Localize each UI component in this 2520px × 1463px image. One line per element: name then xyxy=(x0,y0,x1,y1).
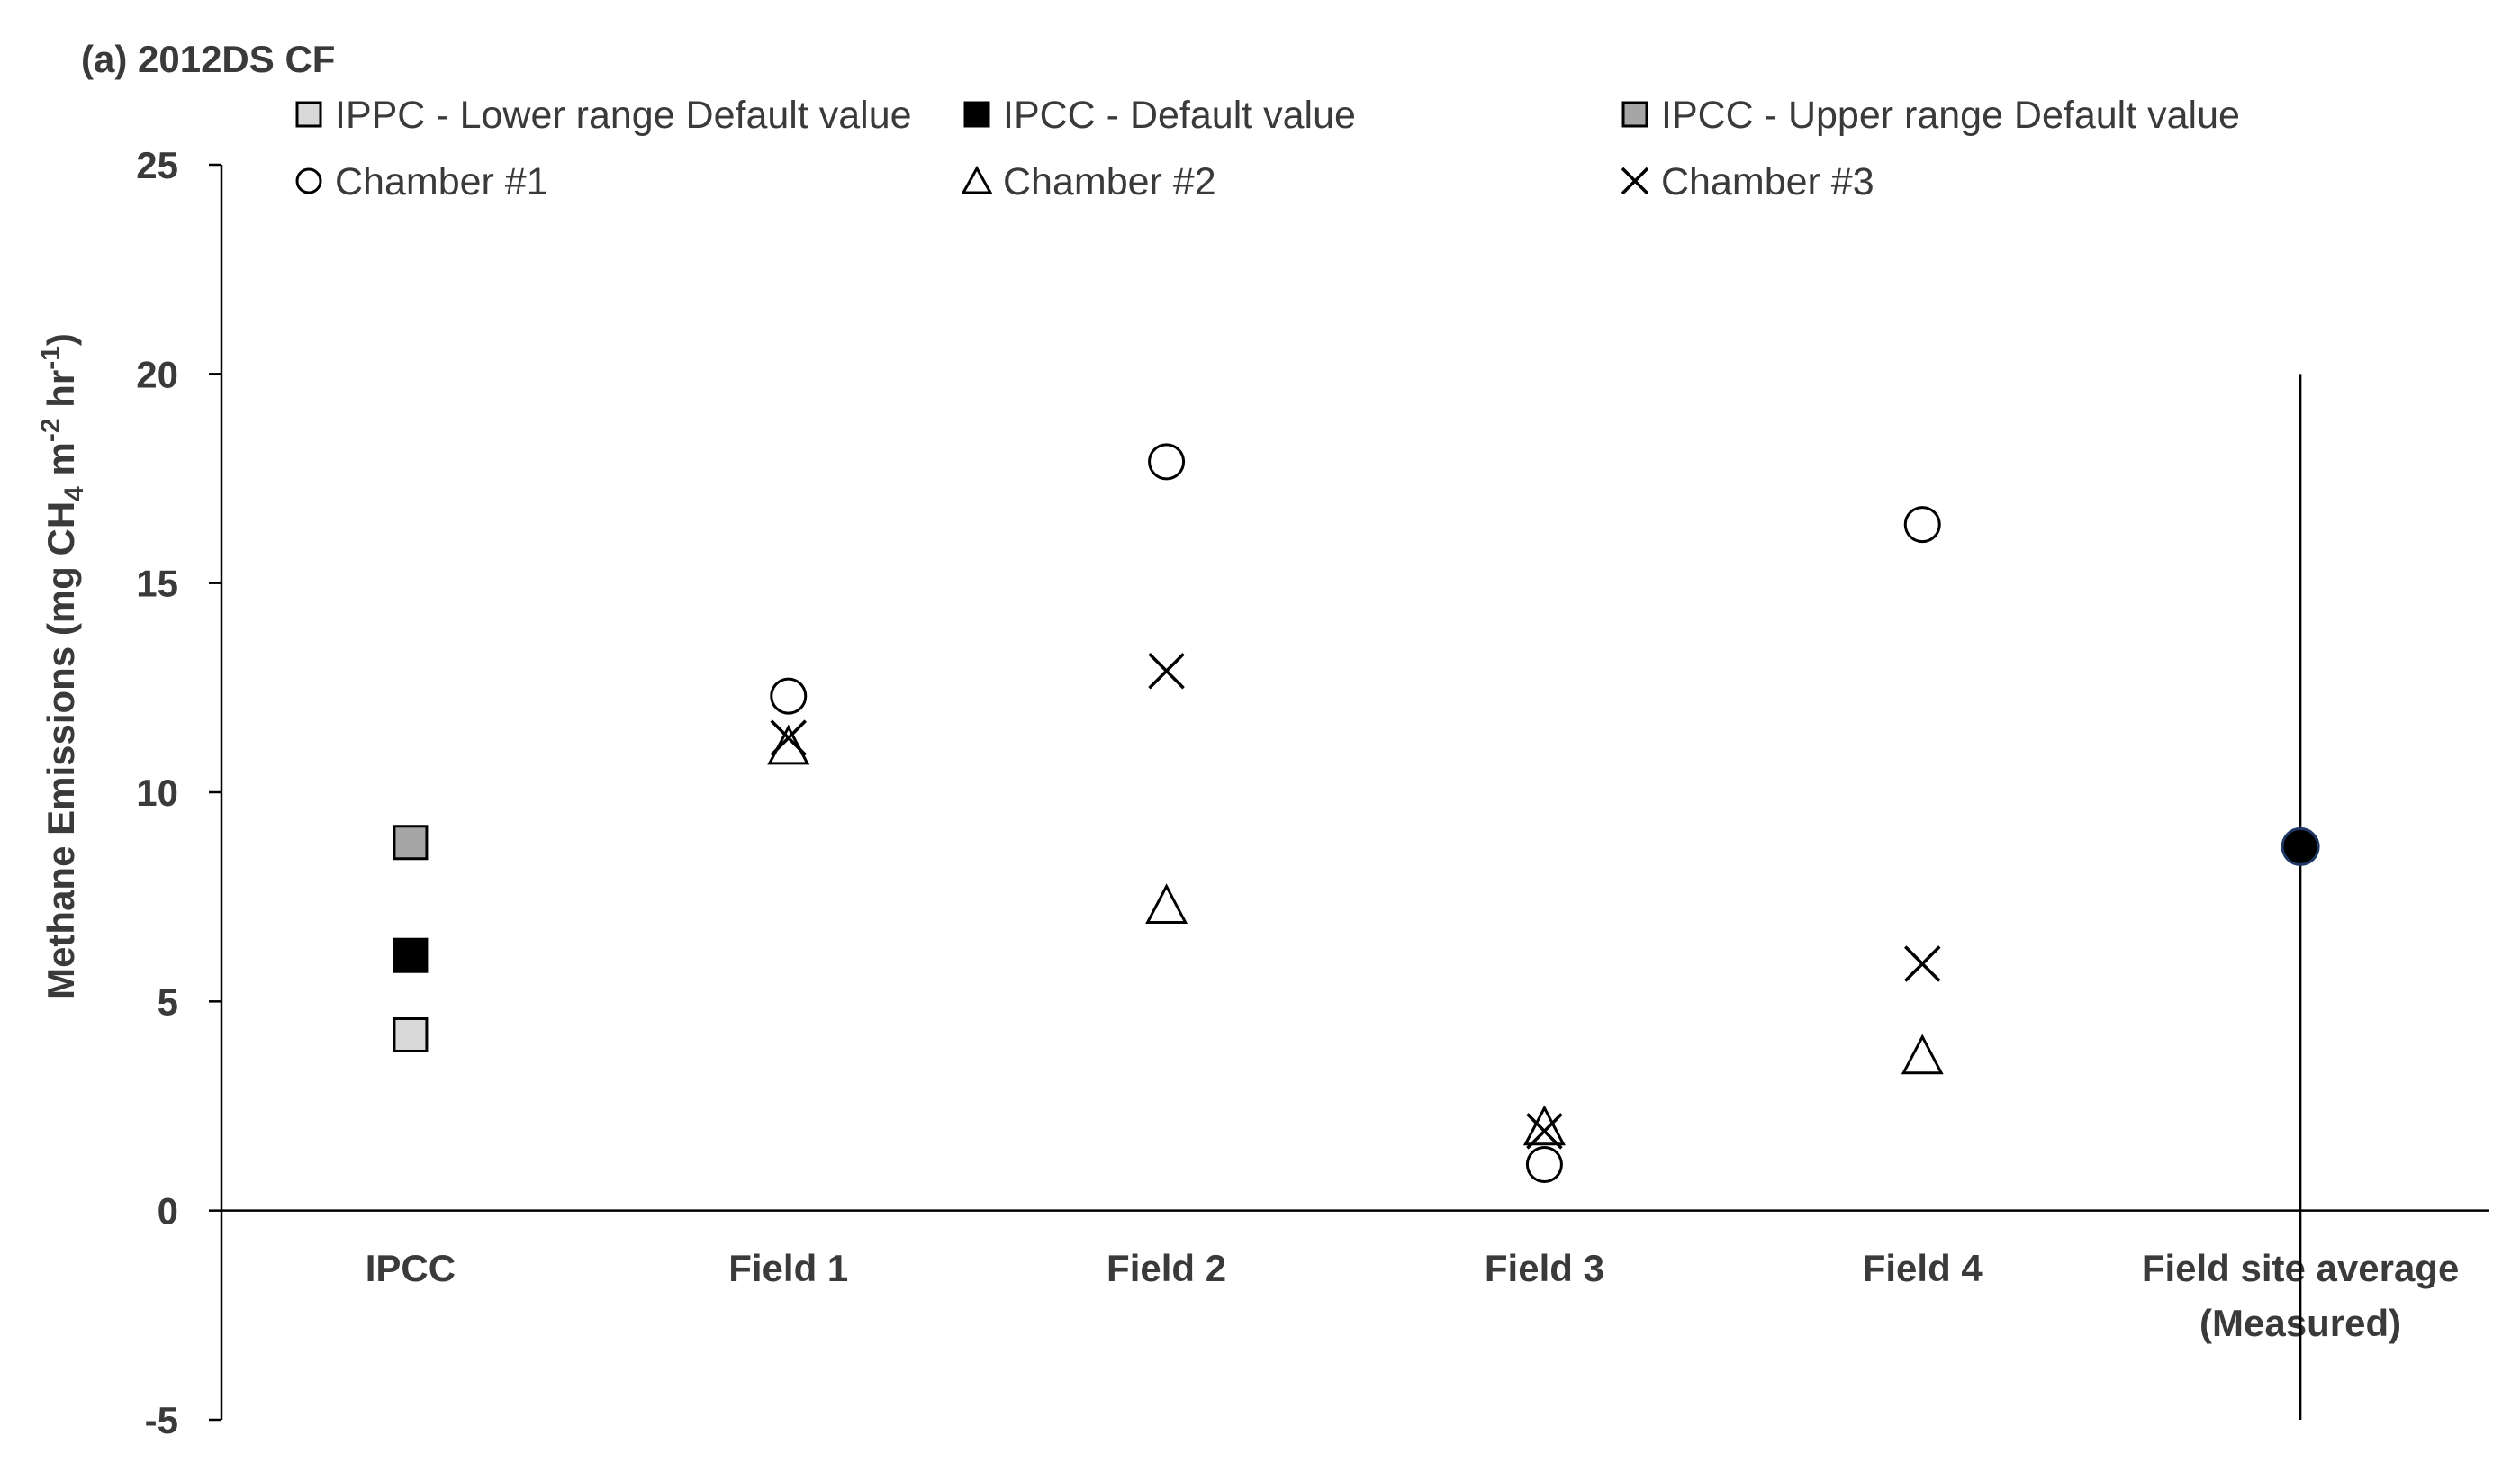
series-measured_average xyxy=(2281,374,2320,1420)
legend-entry-ipcc_lower: IPPC - Lower range Default value xyxy=(295,94,912,137)
data-point-chamber1 xyxy=(1148,443,1186,481)
data-point-chamber2 xyxy=(767,724,810,765)
data-point-chamber2 xyxy=(1522,1105,1566,1146)
data-point-chamber3 xyxy=(770,719,807,756)
y-axis-label-pre: Methane Emissions (mg CH xyxy=(40,501,82,999)
series-ipcc_default xyxy=(393,937,429,973)
data-point-ipcc_upper xyxy=(393,825,429,861)
legend-entry-chamber1: Chamber #1 xyxy=(295,160,548,203)
series-chamber3 xyxy=(770,653,1941,1150)
x-category-labels: IPCC Field 1 Field 2 Field 3 Field 4 Field si… xyxy=(366,1247,2460,1344)
y-axis-label-mid2: hr xyxy=(40,370,82,419)
series-chamber2 xyxy=(767,724,1944,1146)
y-tick-label: 5 xyxy=(158,980,178,1023)
y-axis-label-post: ) xyxy=(40,333,82,346)
x-category-label: Field 4 xyxy=(1863,1247,1983,1289)
data-point-chamber3 xyxy=(1148,653,1185,690)
legend-entry-chamber2: Chamber #2 xyxy=(961,160,1216,203)
legend-marker xyxy=(1621,167,1649,195)
y-tick-label: 20 xyxy=(136,353,178,395)
series-ipcc_lower xyxy=(393,1017,429,1053)
data-point-chamber1 xyxy=(1525,1146,1563,1184)
y-axis-label-mid1: m xyxy=(40,442,82,486)
data-point-ipcc_lower xyxy=(393,1017,429,1053)
legend-entry-ipcc_default: IPCC - Default value xyxy=(963,94,1356,137)
y-axis-label: Methane Emissions (mg CH4 m-2 hr-1) xyxy=(36,333,89,999)
legend-label: IPCC - Upper range Default value xyxy=(1661,94,2240,137)
data-point-chamber3 xyxy=(1526,1113,1563,1150)
data-point-chamber1 xyxy=(770,677,808,715)
x-category-label-line: Field 3 xyxy=(1485,1247,1604,1289)
legend-label: IPPC - Lower range Default value xyxy=(335,94,912,137)
y-axis-label-sup2: -1 xyxy=(36,346,66,370)
y-tick-label: 0 xyxy=(158,1190,178,1233)
legend-marker xyxy=(961,165,993,194)
x-category-label-line: Field 2 xyxy=(1106,1247,1226,1289)
x-category-label: Field 2 xyxy=(1106,1247,1226,1289)
legend-entry-chamber3: Chamber #3 xyxy=(1621,160,1874,203)
data-point-chamber1 xyxy=(1903,506,1941,544)
axes xyxy=(220,165,2489,1420)
legend-label: IPCC - Default value xyxy=(1003,94,1356,137)
x-category-label-line: IPCC xyxy=(366,1247,456,1289)
x-category-label-line: Field 1 xyxy=(728,1247,848,1289)
data-point-measured_average xyxy=(2281,826,2320,866)
x-category-label: Field 1 xyxy=(728,1247,848,1289)
y-axis-label-sub: 4 xyxy=(59,486,89,501)
legend-label: Chamber #1 xyxy=(335,160,548,203)
data-point-ipcc_default xyxy=(393,937,429,973)
x-category-label: IPCC xyxy=(366,1247,456,1289)
y-tick-label: 15 xyxy=(136,563,178,605)
series-ipcc_upper xyxy=(393,825,429,861)
y-ticks: -5 0 5 10 15 20 25 xyxy=(136,144,221,1441)
data-marks xyxy=(393,374,2320,1420)
y-tick-label: -5 xyxy=(145,1399,178,1441)
data-point-chamber3 xyxy=(1904,945,1941,982)
legend-marker xyxy=(295,167,322,194)
series-chamber1 xyxy=(770,443,1941,1184)
legend-label: Chamber #3 xyxy=(1661,160,1874,203)
y-axis-label-sup1: -2 xyxy=(36,418,66,442)
legend-entry-ipcc_upper: IPCC - Upper range Default value xyxy=(1621,94,2240,137)
legend-label: Chamber #2 xyxy=(1003,160,1216,203)
y-tick-label: 25 xyxy=(136,144,178,186)
legend: IPPC - Lower range Default value IPCC - D… xyxy=(295,94,2240,203)
chart-title: (a) 2012DS CF xyxy=(81,38,335,80)
y-tick-label: 10 xyxy=(136,772,178,814)
data-point-chamber2 xyxy=(1145,883,1188,924)
data-point-chamber2 xyxy=(1901,1034,1944,1075)
x-category-label-line: Field 4 xyxy=(1863,1247,1983,1289)
x-category-label: Field 3 xyxy=(1485,1247,1604,1289)
legend-marker xyxy=(295,101,322,128)
legend-marker xyxy=(1621,101,1648,128)
legend-marker xyxy=(963,101,990,128)
